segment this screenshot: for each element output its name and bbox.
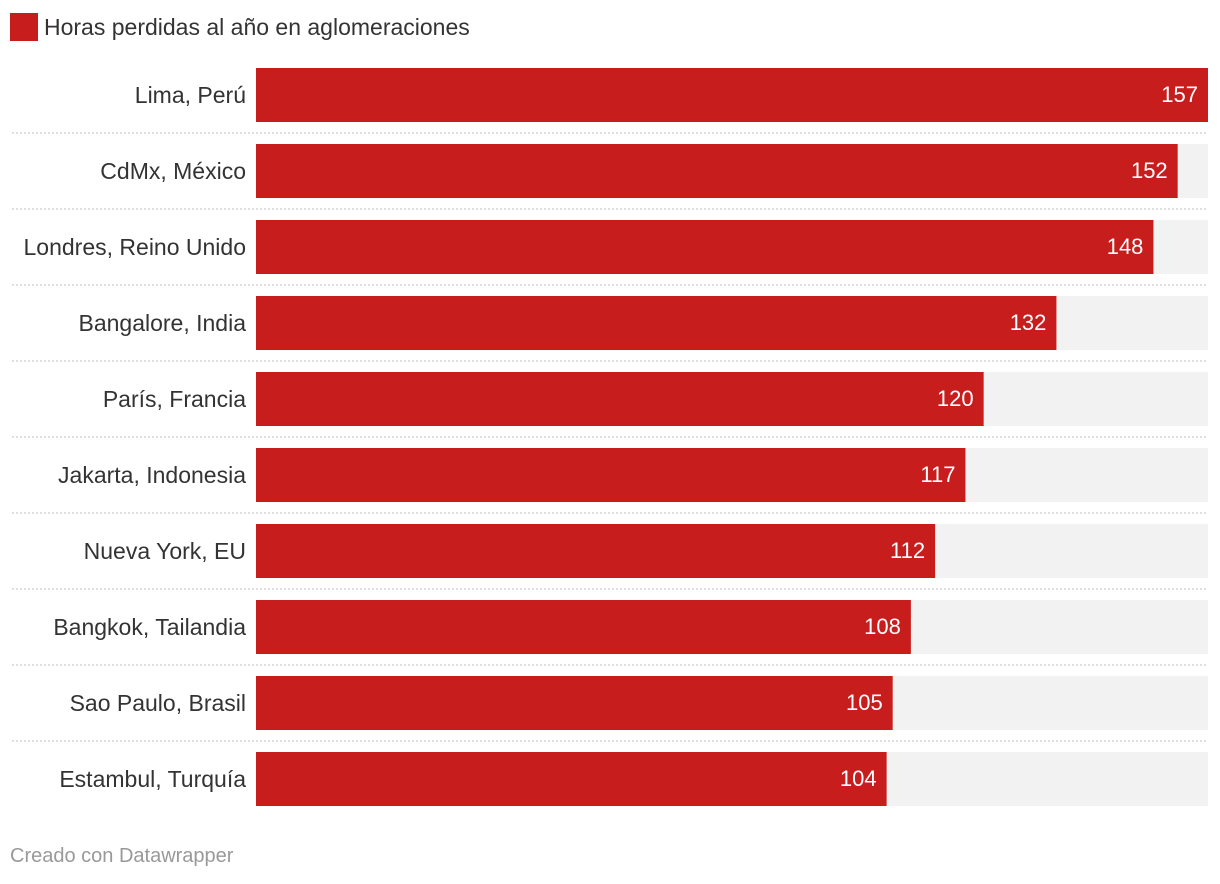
value-label: 152 (1131, 158, 1168, 183)
category-label: Lima, Perú (135, 82, 246, 108)
bar-row: Nueva York, EU 112 (12, 512, 1208, 578)
category-label: Sao Paulo, Brasil (70, 690, 246, 716)
value-label: 117 (920, 462, 955, 487)
value-label: 112 (890, 538, 925, 563)
category-label: Bangkok, Tailandia (53, 614, 246, 640)
bar (256, 600, 911, 654)
bar (256, 144, 1178, 198)
value-label: 105 (846, 690, 883, 715)
bar (256, 448, 966, 502)
value-label: 148 (1107, 234, 1144, 259)
category-label: Estambul, Turquía (59, 766, 246, 792)
bar-row: Estambul, Turquía 104 (12, 740, 1208, 806)
category-label: París, Francia (103, 386, 246, 412)
value-label: 108 (864, 614, 901, 639)
bar-row: Jakarta, Indonesia 117 (12, 436, 1208, 502)
category-label: Nueva York, EU (84, 538, 246, 564)
category-label: Bangalore, India (78, 310, 246, 336)
category-label: Jakarta, Indonesia (58, 462, 246, 488)
value-label: 132 (1010, 310, 1047, 335)
bar (256, 676, 893, 730)
bar-row: CdMx, México 152 (12, 132, 1208, 198)
legend-swatch (10, 13, 38, 41)
value-label: 120 (937, 386, 974, 411)
footer-credit[interactable]: Creado con Datawrapper (10, 845, 234, 867)
bar (256, 372, 984, 426)
value-label: 157 (1161, 82, 1198, 107)
bar-row: Bangalore, India 132 (12, 284, 1208, 350)
value-label: 104 (840, 766, 877, 791)
bar-row: París, Francia 120 (12, 360, 1208, 426)
bar-row: Sao Paulo, Brasil 105 (12, 664, 1208, 730)
bar-row: Lima, Perú 157 (135, 68, 1208, 122)
category-label: CdMx, México (100, 158, 246, 184)
bar-row: Bangkok, Tailandia 108 (12, 588, 1208, 654)
legend-label: Horas perdidas al año en aglomeraciones (44, 14, 470, 40)
bar (256, 296, 1057, 350)
bar (256, 68, 1208, 122)
bar-row: Londres, Reino Unido 148 (12, 208, 1208, 274)
bar (256, 220, 1154, 274)
bar (256, 524, 936, 578)
bar (256, 752, 887, 806)
legend: Horas perdidas al año en aglomeraciones (10, 12, 470, 42)
category-label: Londres, Reino Unido (24, 234, 246, 260)
